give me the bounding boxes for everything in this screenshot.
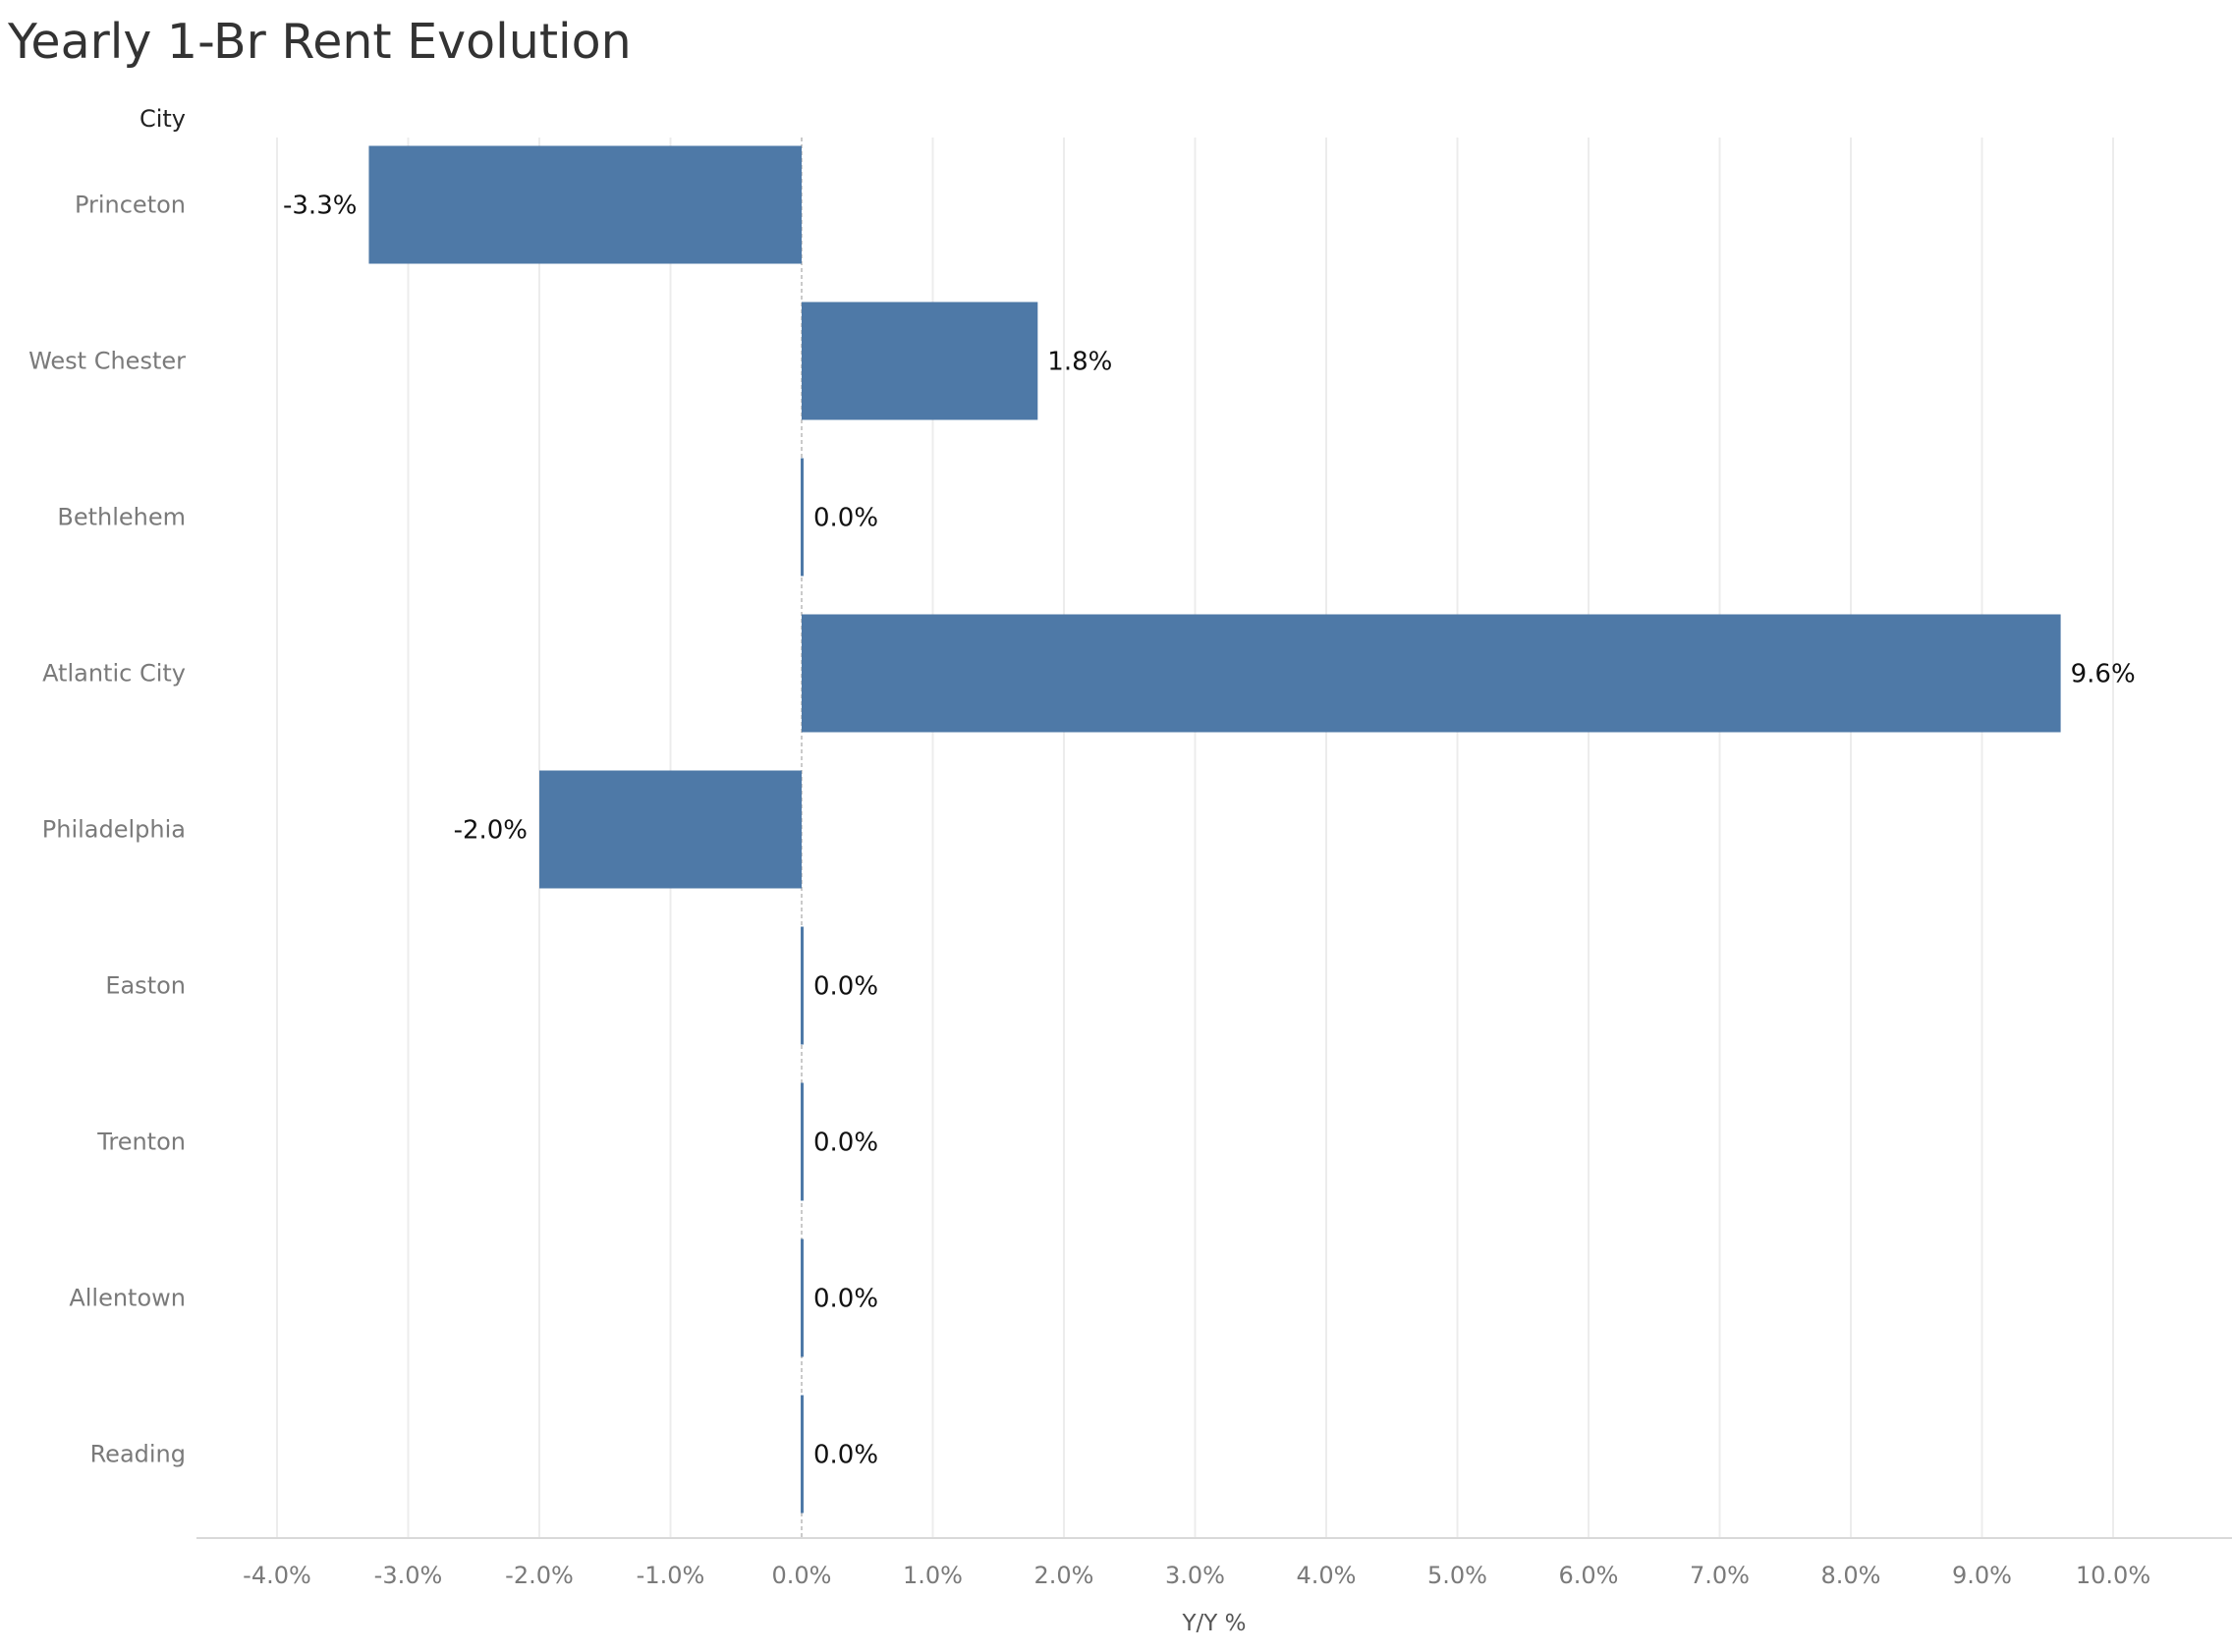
bar (801, 1082, 804, 1201)
x-tick-label: 5.0% (1427, 1562, 1487, 1589)
bars (368, 145, 2061, 1514)
category-labels: Princeton West Chester Bethlehem Atlantic C… (28, 192, 186, 1468)
x-tick-label: -1.0% (637, 1562, 705, 1589)
x-tick-label: 0.0% (772, 1562, 832, 1589)
x-axis-title: Y/Y % (1181, 1611, 1246, 1636)
category-label: Princeton (75, 192, 186, 219)
category-label: Atlantic City (42, 660, 186, 688)
category-label: Trenton (96, 1129, 186, 1156)
bar (801, 458, 804, 577)
data-label: 0.0% (813, 972, 878, 1002)
bar (801, 1239, 804, 1357)
x-tick-label: 7.0% (1690, 1562, 1750, 1589)
x-tick-label: 4.0% (1297, 1562, 1357, 1589)
x-tick-label: 3.0% (1165, 1562, 1225, 1589)
category-label: Allentown (69, 1285, 186, 1312)
x-tick-label: 2.0% (1034, 1562, 1094, 1589)
bar (368, 145, 802, 264)
x-tick-label: 6.0% (1559, 1562, 1619, 1589)
x-tick-labels: -4.0% -3.0% -2.0% -1.0% 0.0% 1.0% 2.0% 3.0% 4.0%… (243, 1562, 2150, 1589)
x-tick-label: 8.0% (1821, 1562, 1881, 1589)
x-tick-label: 1.0% (903, 1562, 963, 1589)
data-label: 0.0% (813, 1129, 878, 1158)
category-label: West Chester (28, 348, 186, 375)
category-label: Philadelphia (42, 816, 186, 844)
x-tick-label: -4.0% (243, 1562, 311, 1589)
row-header: City (140, 105, 186, 133)
bar (539, 770, 802, 889)
data-label: 0.0% (813, 504, 878, 533)
x-tick-label: 10.0% (2076, 1562, 2150, 1589)
bar (802, 614, 2061, 733)
category-label: Bethlehem (57, 504, 186, 531)
category-label: Easton (105, 972, 186, 1000)
bar (801, 926, 804, 1045)
data-label: -2.0% (454, 816, 528, 846)
data-label: 1.8% (1047, 348, 1112, 377)
x-tick-label: -2.0% (505, 1562, 574, 1589)
data-label: 0.0% (813, 1441, 878, 1470)
x-tick-label: 9.0% (1952, 1562, 2012, 1589)
x-tick-label: -3.0% (374, 1562, 443, 1589)
bar (801, 1395, 804, 1514)
data-label: 9.6% (2071, 660, 2136, 689)
bar (802, 302, 1038, 420)
chart-title: Yearly 1-Br Rent Evolution (8, 14, 632, 70)
data-label: 0.0% (813, 1285, 878, 1314)
data-label: -3.3% (283, 192, 357, 221)
category-label: Reading (90, 1441, 186, 1468)
data-labels: -3.3% 1.8% 0.0% 9.6% -2.0% 0.0% 0.0% 0.0% 0.0% (283, 192, 2136, 1470)
